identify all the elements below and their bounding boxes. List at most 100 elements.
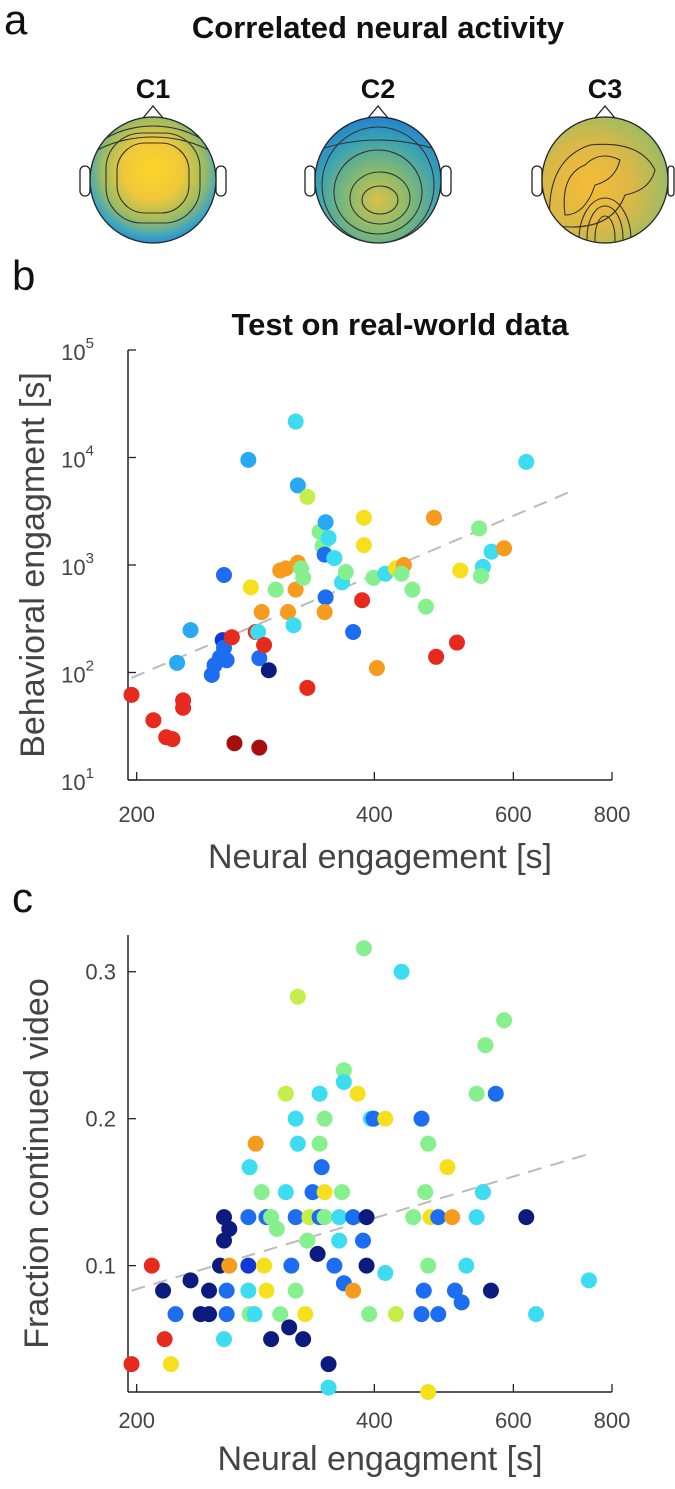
point (331, 1232, 348, 1249)
map-label: C2 (361, 74, 396, 104)
point (444, 1209, 461, 1226)
trend-line (131, 1152, 590, 1292)
point (299, 488, 316, 505)
point (223, 629, 240, 646)
map-label: C3 (588, 74, 623, 104)
point (365, 1110, 382, 1127)
point (297, 1306, 314, 1323)
point (355, 940, 372, 957)
point (287, 1282, 304, 1299)
point (295, 569, 312, 586)
point (413, 1306, 430, 1323)
point (221, 1257, 238, 1274)
point (218, 1282, 235, 1299)
trend-line (131, 491, 571, 679)
point (169, 654, 186, 671)
point (320, 529, 337, 546)
y-tick-base: 10 (61, 663, 85, 688)
point (496, 1012, 513, 1029)
x-tick-label: 800 (594, 802, 631, 827)
point (355, 537, 372, 554)
point (355, 1232, 372, 1249)
y-tick-exponent: 4 (86, 443, 94, 460)
point (317, 589, 334, 606)
point (420, 1384, 437, 1400)
point (355, 509, 372, 526)
point (299, 679, 316, 696)
x-tick-label: 400 (356, 802, 393, 827)
point (417, 1184, 434, 1201)
point (289, 1135, 306, 1152)
point (253, 1184, 270, 1201)
point (415, 1282, 432, 1299)
point (167, 1306, 184, 1323)
point (289, 988, 306, 1005)
head-map (79, 104, 227, 244)
chart: c 200 400 600 800 0.1 0.2 0.3 Neural engagment [… (12, 874, 630, 1478)
point (258, 1282, 275, 1299)
point (123, 686, 140, 703)
point (468, 1085, 485, 1102)
point (580, 1272, 597, 1289)
point (393, 565, 410, 582)
point (218, 1306, 235, 1323)
x-tick-label: 200 (118, 1408, 155, 1433)
y-tick-exponent: 1 (86, 765, 94, 782)
point (413, 1110, 430, 1127)
y-axis-title: Fraction continued video (18, 978, 56, 1348)
y-tick-label: 103 (61, 550, 94, 580)
point (345, 624, 362, 641)
point (313, 1159, 330, 1176)
point (345, 1282, 362, 1299)
point (358, 1209, 375, 1226)
point (156, 1331, 173, 1348)
panel-label: b (12, 252, 35, 299)
point (420, 1257, 437, 1274)
point (487, 1085, 504, 1102)
point (253, 604, 270, 621)
point (452, 562, 469, 579)
point (143, 1257, 160, 1274)
point (345, 1209, 362, 1226)
x-axis-title: Neural engagment [s] (217, 1440, 542, 1478)
point (175, 699, 192, 716)
point (309, 1245, 326, 1262)
point (311, 1085, 328, 1102)
panel-label: c (12, 874, 33, 921)
point (316, 1184, 333, 1201)
point (446, 1282, 463, 1299)
point (482, 1282, 499, 1299)
point (337, 564, 354, 581)
point (299, 1232, 316, 1249)
point (317, 514, 334, 531)
point (247, 1135, 264, 1152)
point (240, 451, 257, 468)
point (335, 1073, 352, 1090)
point (320, 1356, 337, 1373)
point (311, 1135, 328, 1152)
point (280, 604, 297, 621)
y-tick-base: 10 (61, 770, 85, 795)
y-tick-label: 102 (61, 658, 94, 688)
point (483, 543, 500, 560)
y-tick-label: 105 (61, 335, 94, 365)
point (377, 1264, 394, 1281)
point (277, 560, 294, 577)
x-axis-title: Neural engagement [s] (208, 838, 552, 876)
point (240, 1209, 257, 1226)
point (334, 1184, 351, 1201)
y-tick-base: 10 (61, 448, 85, 473)
chart-title: Test on real-world data (231, 307, 569, 342)
point (316, 1209, 333, 1226)
head-map (304, 104, 452, 244)
y-axis-title: Behavioral engagment [s] (14, 372, 52, 758)
point (226, 735, 243, 752)
point (518, 1209, 535, 1226)
point (241, 1159, 258, 1176)
point (304, 1184, 321, 1201)
point (458, 1257, 475, 1274)
point (287, 581, 304, 598)
